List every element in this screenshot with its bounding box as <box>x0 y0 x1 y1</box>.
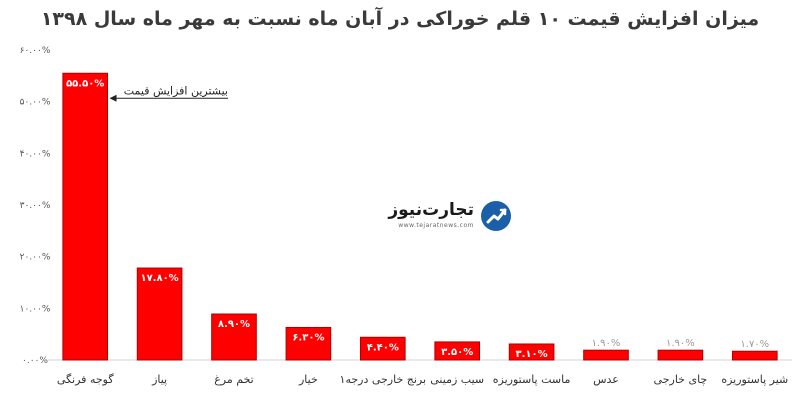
watermark-logo: تجارت‌نیوز www.tejaratnews.com <box>388 198 514 238</box>
data-label: ۱.۹۰% <box>666 338 695 349</box>
annotation-text: بیشترین افزایش قیمت <box>124 84 228 97</box>
category-label: پیاز <box>151 373 167 386</box>
data-label: ۱۷.۸۰% <box>140 273 178 284</box>
category-label: شیر پاستوریزه <box>721 373 788 386</box>
bar <box>211 313 257 361</box>
chart-title: میزان افزایش قیمت ۱۰ قلم خوراکی در آبان … <box>40 8 760 30</box>
y-tick-label: ۳۰.۰۰% <box>20 201 51 211</box>
bar <box>657 349 704 361</box>
data-label: ۳.۱۰% <box>516 349 548 360</box>
bar <box>359 336 406 361</box>
y-tick-label: ۶۰.۰۰% <box>20 46 51 56</box>
category-label: گوجه فرنگی <box>57 373 115 386</box>
bar <box>508 343 555 361</box>
y-tick-label: ۲۰.۰۰% <box>20 253 51 263</box>
bar <box>62 72 109 361</box>
category-label: عدس <box>593 373 619 386</box>
labels: ۵۵.۵۰% گوجه فرنگی ۱۷.۸۰% پیاز ۸.۹۰% تخم مرغ ۶.… <box>57 78 788 386</box>
bar <box>731 350 778 361</box>
data-label: ۳.۵۰% <box>441 347 473 358</box>
bar <box>136 267 183 361</box>
category-label: برنج خارجی درجه۱ <box>340 373 427 386</box>
bar <box>434 341 481 361</box>
y-tick-label: ۱۰.۰۰% <box>20 304 51 314</box>
bars <box>62 72 778 361</box>
y-tick-label: ۵۰.۰۰% <box>20 98 51 108</box>
logo-name: تجارت‌نیوز <box>388 200 474 220</box>
category-label: خیار <box>298 373 318 386</box>
category-label: ماست پاستوریزه <box>493 373 571 386</box>
y-tick-label: ۴۰.۰۰% <box>20 149 51 159</box>
y-tick-label: ۰.۰۰% <box>22 356 48 366</box>
data-label: ۵۵.۵۰% <box>66 78 104 89</box>
data-label: ۴.۴۰% <box>367 342 399 353</box>
category-label: تخم مرغ <box>214 373 254 386</box>
bar <box>285 326 332 361</box>
annotation-arrowhead <box>109 94 117 102</box>
data-label: ۱.۹۰% <box>592 338 621 349</box>
data-label: ۸.۹۰% <box>218 319 250 330</box>
data-label: ۱.۷۰% <box>740 339 769 350</box>
category-label: سیب زمینی <box>430 373 484 386</box>
category-label: چای خارجی <box>654 373 708 386</box>
bar <box>583 349 629 361</box>
logo-url: www.tejaratnews.com <box>398 222 474 229</box>
tejaratnews-logo-icon <box>481 201 511 231</box>
data-label: ۶.۳۰% <box>292 332 324 343</box>
